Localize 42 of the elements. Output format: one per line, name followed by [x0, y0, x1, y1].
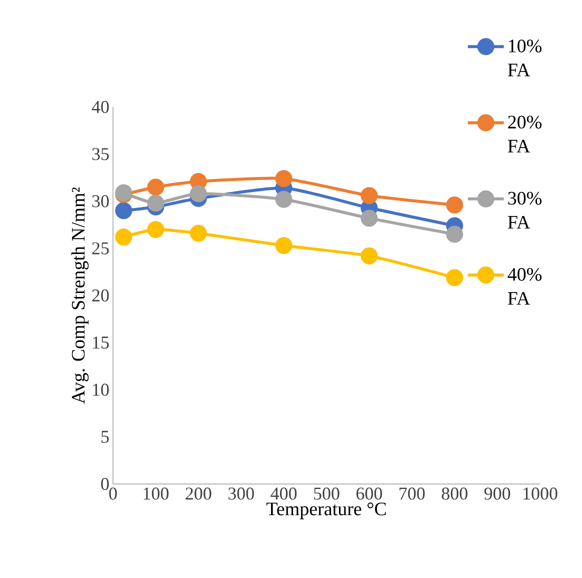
- point: [115, 202, 132, 220]
- point: [147, 194, 164, 212]
- point: [190, 185, 207, 202]
- x-tick-label: 600: [356, 488, 382, 500]
- y-tick-label: 0: [101, 478, 109, 490]
- x-tick-label: 1000: [524, 488, 558, 500]
- point: [360, 187, 378, 204]
- x-tick-label: 300: [228, 488, 254, 500]
- x-tick-label: 500: [314, 488, 340, 500]
- y-tick-label: 5: [102, 430, 109, 443]
- legend-label: 20% FA: [508, 116, 542, 152]
- point: [115, 228, 132, 246]
- point: [275, 190, 292, 208]
- y-tick-label: 10: [93, 384, 109, 396]
- x-tick-label: 0: [109, 488, 117, 500]
- legend-label: 30% FA: [508, 192, 542, 228]
- x-axis-title: Temperature °C: [266, 502, 386, 520]
- y-tick-label: 30: [92, 195, 109, 208]
- y-tick-label: 25: [92, 242, 109, 254]
- x-tick-label: 900: [484, 488, 510, 500]
- y-axis-title: Avg. Comp Strength N/mm²: [71, 187, 89, 404]
- point: [275, 170, 292, 188]
- point: [147, 178, 164, 196]
- point: [446, 269, 464, 286]
- x-tick-label: 100: [144, 488, 169, 500]
- point: [446, 196, 464, 214]
- y-tick-label: 20: [92, 289, 109, 302]
- x-tick-label: 200: [186, 488, 212, 500]
- x-tick-label: 700: [400, 488, 425, 500]
- y-tick-label: 15: [93, 336, 109, 349]
- point: [147, 221, 164, 238]
- point: [360, 247, 378, 264]
- point: [190, 224, 207, 242]
- x-tick-label: 400: [270, 488, 297, 500]
- y-tick-label: 40: [92, 100, 109, 114]
- legend-label: 10% FA: [508, 40, 542, 76]
- point: [446, 226, 464, 243]
- y-tick-label: 35: [92, 148, 109, 160]
- point: [275, 237, 292, 254]
- x-tick-label: 800: [442, 488, 468, 500]
- legend-label: 40% FA: [508, 268, 542, 305]
- point: [360, 210, 378, 227]
